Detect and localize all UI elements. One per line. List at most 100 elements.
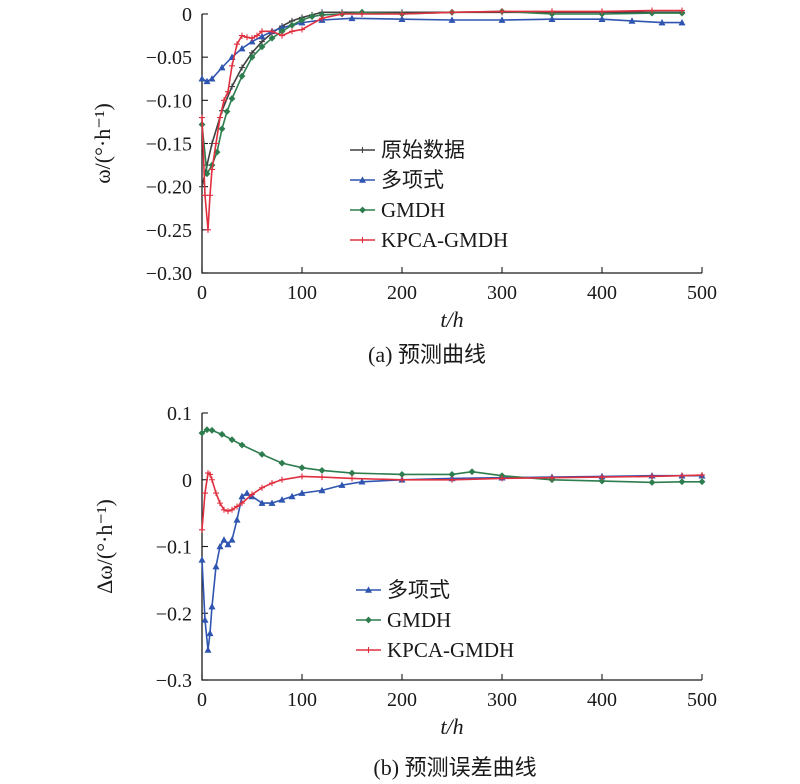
series-series-point [358, 478, 366, 485]
y-tick-label: −0.2 [156, 603, 192, 625]
series-kpca-gmdh-point [221, 506, 227, 513]
series-series-point [258, 32, 266, 40]
x-tick-label: 500 [687, 689, 717, 711]
series-kpca-gmdh-point [449, 476, 455, 483]
series-gmdh [198, 426, 706, 486]
series-kpca-gmdh-point [279, 32, 285, 39]
x-tick-label: 500 [687, 282, 717, 304]
legend-item-series: 多项式 [356, 578, 450, 602]
x-tick-label: 300 [487, 689, 517, 711]
series-gmdh-point [228, 95, 236, 103]
series-kpca-gmdh-point [249, 491, 255, 498]
series-series-point [298, 489, 306, 496]
series-kpca-gmdh-point [499, 475, 505, 482]
series-kpca-gmdh-point [499, 8, 505, 15]
series-kpca-gmdh-point [213, 140, 219, 147]
series-series-line [201, 474, 702, 651]
series-kpca-gmdh-point [225, 508, 231, 515]
series-gmdh-point [598, 477, 606, 485]
x-tick-label: 0 [197, 282, 207, 304]
series-series-point [224, 540, 232, 548]
series-gmdh-point [298, 464, 306, 472]
legend-label: KPCA-GMDH [387, 638, 514, 662]
series-kpca-gmdh-point [269, 480, 275, 487]
series-gmdh-point [218, 430, 226, 438]
series-series-point [248, 38, 256, 45]
series-kpca-gmdh-point [299, 473, 305, 480]
series-series-point [216, 542, 224, 550]
series-series-point [208, 75, 216, 82]
series-series-point [198, 75, 206, 82]
series-kpca-gmdh-point [289, 28, 295, 35]
series-series-point [238, 44, 246, 52]
series-kpca-gmdh-point [202, 490, 208, 497]
series-series-point [598, 15, 606, 22]
series-gmdh-point [318, 466, 326, 474]
series-kpca-gmdh-point [549, 474, 555, 481]
x-tick-label: 100 [287, 689, 317, 711]
series-kpca-gmdh-point [679, 472, 685, 479]
series-kpca-gmdh-point [399, 476, 405, 483]
y-tick-label: −0.25 [146, 220, 192, 242]
series-series [198, 14, 686, 85]
chart-b-legend: 多项式 GMDH KPCA-GMDH [356, 578, 514, 662]
series-gmdh-point [468, 468, 476, 476]
chart-a-axes: 0 100 200 300 400 500 0 −0.05 −0.10 −0.15 −0.20 −0.… [90, 4, 717, 332]
series-kpca-gmdh-point [234, 503, 240, 510]
series-kpca-gmdh-point [349, 475, 355, 482]
series-kpca-gmdh-point [209, 166, 215, 173]
series-kpca-gmdh-point [234, 41, 240, 48]
series-kpca-gmdh-point [239, 32, 245, 39]
series-kpca-gmdh [199, 470, 705, 533]
series-series [198, 472, 706, 653]
series-series-point [218, 63, 226, 71]
legend-marker [358, 176, 367, 183]
series-series-point [548, 15, 556, 22]
series-gmdh-point [223, 108, 231, 115]
series-kpca-gmdh-point [205, 226, 211, 233]
series-kpca-gmdh-point [239, 500, 245, 507]
legend-label: 多项式 [387, 578, 450, 602]
y-tick-label: −0.10 [146, 90, 192, 112]
series-gmdh-point [248, 53, 256, 61]
series-gmdh-point [448, 470, 456, 478]
series-gmdh-point [203, 170, 211, 178]
x-tick-label: 400 [587, 282, 617, 304]
legend-label: KPCA-GMDH [381, 228, 508, 252]
series-series-point [229, 83, 235, 90]
series-series-point [278, 496, 286, 503]
series-series-point [628, 17, 636, 24]
series-gmdh-point [208, 426, 216, 434]
legend-marker [365, 647, 372, 653]
series-series-line [201, 17, 682, 83]
series-gmdh-point [678, 478, 686, 486]
legend-item-series: 原始数据 [350, 138, 465, 162]
series-gmdh-point [228, 436, 236, 444]
series-gmdh-point [298, 16, 306, 24]
series-kpca-gmdh-point [221, 97, 227, 104]
series-gmdh-point [258, 43, 266, 51]
series-kpca-gmdh-point [209, 476, 215, 483]
series-series-point [678, 19, 686, 26]
chart-a-caption: (a) 预测曲线 [368, 342, 486, 367]
series-kpca-gmdh-point [259, 484, 265, 491]
series-kpca-gmdh-point [225, 88, 231, 95]
series-series-point [238, 492, 246, 500]
series-gmdh-point [203, 426, 211, 434]
x-axis-title: t/h [440, 714, 463, 739]
series-gmdh-point [258, 450, 266, 458]
legend-item-gmdh: GMDH [356, 608, 451, 632]
series-kpca-gmdh-point [249, 35, 255, 42]
series-series-point [348, 14, 356, 22]
series-series-point [258, 499, 266, 506]
series-gmdh-point [348, 469, 356, 477]
series-kpca-gmdh-line [201, 9, 682, 230]
y-axis-title: ω/(°·h⁻¹) [90, 103, 115, 184]
legend-marker [359, 237, 366, 243]
series-gmdh-point [308, 13, 316, 21]
series-series-point [233, 516, 241, 523]
series-kpca-gmdh-point [449, 9, 455, 16]
series-gmdh-point [648, 478, 656, 486]
legend-label: 原始数据 [381, 138, 465, 162]
series-series-point [220, 536, 228, 543]
